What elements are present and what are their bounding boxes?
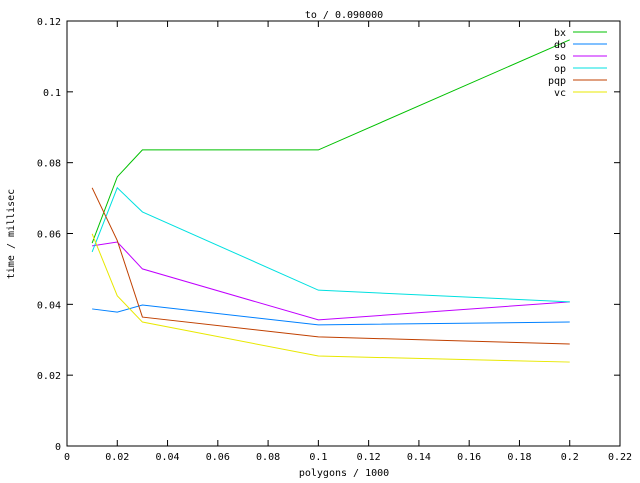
legend-label-bx: bx: [554, 28, 566, 39]
y-tick-label: 0.08: [37, 159, 61, 170]
x-tick-label: 0.06: [206, 452, 230, 463]
legend-label-do: do: [554, 40, 566, 51]
series-line-so: [92, 241, 570, 321]
x-tick-label: 0.04: [155, 452, 179, 463]
y-axis-label: time / millisec: [6, 189, 17, 279]
series-line-pqp: [91, 187, 570, 345]
legend-label-vc: vc: [554, 88, 566, 99]
series-line-do: [92, 304, 570, 326]
plot-frame: [66, 20, 621, 447]
series-line-vc: [91, 233, 570, 363]
x-tick-label: 0: [64, 452, 70, 463]
x-tick-label: 0.02: [105, 452, 129, 463]
x-tick-label: 0.08: [256, 452, 280, 463]
series-line-bx: [91, 39, 570, 244]
chart-title: to / 0.090000: [305, 10, 383, 21]
legend-label-op: op: [554, 64, 566, 75]
y-tick-label: 0.1: [43, 88, 61, 99]
series-line-op: [91, 186, 570, 303]
x-axis-label: polygons / 1000: [299, 468, 389, 479]
y-tick-label: 0.12: [37, 17, 61, 28]
x-tick-label: 0.12: [357, 452, 381, 463]
y-tick-label: 0: [55, 442, 61, 453]
x-tick-label: 0.22: [608, 452, 632, 463]
y-tick-label: 0.06: [37, 230, 61, 241]
x-tick-label: 0.14: [407, 452, 431, 463]
x-tick-label: 0.16: [457, 452, 481, 463]
legend-label-so: so: [554, 52, 566, 63]
x-tick-label: 0.1: [309, 452, 327, 463]
y-tick-label: 0.04: [37, 300, 61, 311]
x-tick-label: 0.18: [507, 452, 531, 463]
legend-label-pqp: pqp: [548, 76, 566, 87]
y-tick-label: 0.02: [37, 371, 61, 382]
x-tick-label: 0.2: [561, 452, 579, 463]
